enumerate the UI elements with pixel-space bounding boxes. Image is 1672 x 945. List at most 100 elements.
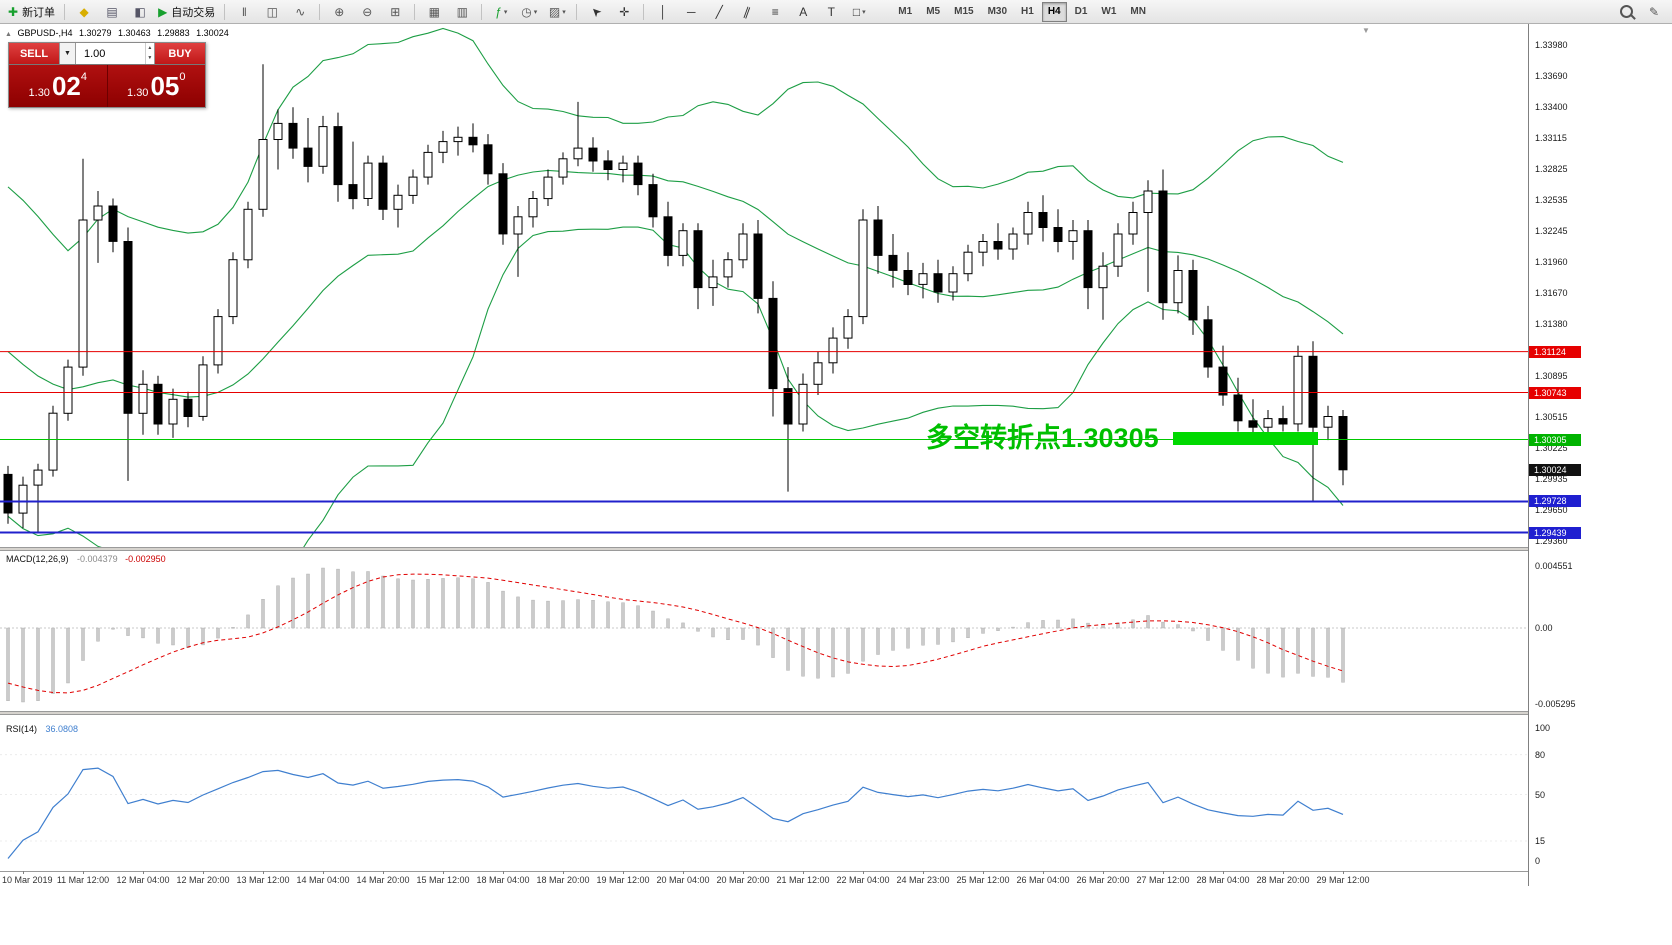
timeframe-m5[interactable]: M5 (926, 6, 941, 17)
chart-expand-icon: ▲ (5, 31, 12, 38)
tile-windows-button[interactable]: ▦ (420, 1, 448, 23)
timeframe-w1[interactable]: W1 (1101, 6, 1117, 17)
timeframe-m15[interactable]: M15 (954, 6, 974, 17)
macd-histogram-bar (861, 627, 865, 662)
macd-panel[interactable] (0, 551, 1528, 711)
candle-body (753, 233, 763, 299)
toolbar-separator (643, 3, 645, 20)
price-tick-label: 1.32535 (1535, 195, 1568, 205)
price-tick-label: 1.33690 (1535, 71, 1568, 81)
chart-line-button[interactable]: ∿ (286, 1, 314, 23)
timeframe-h4[interactable]: H4 (1041, 1, 1067, 22)
candle-body (1113, 233, 1123, 267)
chart-properties-button[interactable]: ✎ (1640, 1, 1668, 23)
volume-up-icon[interactable]: ▲ (147, 45, 153, 51)
grid-icon: ⊞ (390, 4, 401, 19)
date-tick (683, 871, 684, 874)
text-label-button[interactable]: T (817, 1, 845, 23)
channel-button[interactable]: ∥ (733, 1, 761, 23)
chart-shift-marker[interactable]: ▼ (1362, 26, 1370, 35)
chart-candles-button[interactable]: ◫ (258, 1, 286, 23)
buy-button[interactable]: BUY (155, 43, 205, 64)
sell-button[interactable]: SELL (9, 43, 59, 64)
chevron-down-icon: ▼ (64, 50, 71, 57)
data-window-button[interactable]: ▤ (98, 1, 126, 23)
auto-trading-button[interactable]: ▶ 自动交易 (154, 1, 219, 23)
timeframe-m30[interactable]: M30 (987, 6, 1008, 17)
price-tag-1.29439: 1.29439 (1529, 527, 1581, 539)
macd-histogram-bar (981, 627, 985, 634)
buy-price[interactable]: 1.30 05 0 (107, 65, 205, 107)
chart-bars-button[interactable]: ‖ (230, 1, 258, 23)
macd-histogram-bar (141, 627, 145, 639)
indicators-button[interactable]: ƒ ▾ (487, 1, 515, 23)
cursor-button[interactable]: ➤ (582, 1, 610, 23)
horizontal-line-button[interactable]: ─ (677, 1, 705, 23)
time-axis-border (0, 871, 1672, 872)
candle-body (858, 219, 868, 318)
chart-bars-icon: ‖ (241, 4, 247, 19)
zoom-in-button[interactable]: ⊕ (325, 1, 353, 23)
macd-histogram-bar (321, 567, 325, 629)
panel-splitter-rsi[interactable] (0, 711, 1672, 715)
macd-histogram-bar (1056, 619, 1060, 629)
rsi-panel[interactable] (0, 715, 1528, 871)
vertical-line-button[interactable]: │ (649, 1, 677, 23)
candle-body (228, 259, 238, 318)
shapes-button[interactable]: □ ▾ (845, 1, 873, 23)
candle-body (108, 205, 118, 242)
search-button[interactable] (1612, 1, 1640, 23)
macd-histogram-bar (951, 627, 955, 643)
crosshair-button[interactable]: ✛ (610, 1, 638, 23)
date-tick (743, 871, 744, 874)
price-axis[interactable]: 1.33980 1.33690 1.33400 1.33115 1.32825 1.325… (1528, 24, 1672, 886)
sell-price[interactable]: 1.30 02 4 (9, 65, 107, 107)
date-tick (563, 871, 564, 874)
macd-histogram-bar (216, 627, 220, 639)
timeframe-h1[interactable]: H1 (1021, 6, 1034, 17)
date-tick (503, 871, 504, 874)
trade-panel-header: SELL ▼ ▲ ▼ BUY (9, 43, 205, 64)
candle-body (288, 122, 298, 149)
timeframe-mn[interactable]: MN (1130, 6, 1146, 17)
trendline-button[interactable]: ╱ (705, 1, 733, 23)
date-label: 14 Mar 04:00 (296, 875, 350, 885)
volume-down-icon[interactable]: ▼ (147, 55, 153, 61)
price-tick-label: 1.32245 (1535, 226, 1568, 236)
macd-histogram-bar (831, 627, 835, 678)
macd-histogram-bar (906, 627, 910, 649)
market-watch-button[interactable]: ◆ (70, 1, 98, 23)
grid-button[interactable]: ⊞ (381, 1, 409, 23)
macd-signal-value: -0.002950 (125, 554, 166, 564)
fibonacci-button[interactable]: ≡ (761, 1, 789, 23)
candle-body (258, 139, 268, 210)
candle-body (603, 160, 613, 170)
candle-body (1083, 230, 1093, 289)
macd-histogram-bar (531, 599, 535, 629)
timeframe-m1[interactable]: M1 (898, 6, 913, 17)
rsi-axis-label: 50 (1535, 790, 1546, 800)
templates-button[interactable]: ▨ ▾ (543, 1, 571, 23)
panel-splitter-macd[interactable] (0, 547, 1672, 551)
date-label: 18 Mar 04:00 (476, 875, 530, 885)
date-label: 20 Mar 20:00 (716, 875, 770, 885)
navigator-button[interactable]: ◧ (126, 1, 154, 23)
price-chart[interactable] (0, 24, 1528, 547)
zoom-out-button[interactable]: ⊖ (353, 1, 381, 23)
macd-histogram-bar (756, 627, 760, 646)
macd-histogram-bar (1296, 627, 1300, 674)
candle-body (1248, 420, 1258, 428)
rsi-axis-label: 80 (1535, 750, 1546, 760)
macd-histogram-bar (246, 614, 250, 629)
candle-body (243, 208, 253, 261)
text-button[interactable]: A (789, 1, 817, 23)
text-label-icon: T (827, 4, 835, 19)
text-icon: A (799, 4, 808, 19)
cascade-windows-button[interactable]: ▥ (448, 1, 476, 23)
volume-input[interactable] (76, 43, 145, 64)
new-order-button[interactable]: ✚ 新订单 (4, 1, 59, 23)
periods-button[interactable]: ◷ ▾ (515, 1, 543, 23)
order-type-dropdown[interactable]: ▼ (59, 43, 76, 64)
macd-histogram-bar (231, 627, 235, 629)
timeframe-d1[interactable]: D1 (1074, 6, 1088, 17)
